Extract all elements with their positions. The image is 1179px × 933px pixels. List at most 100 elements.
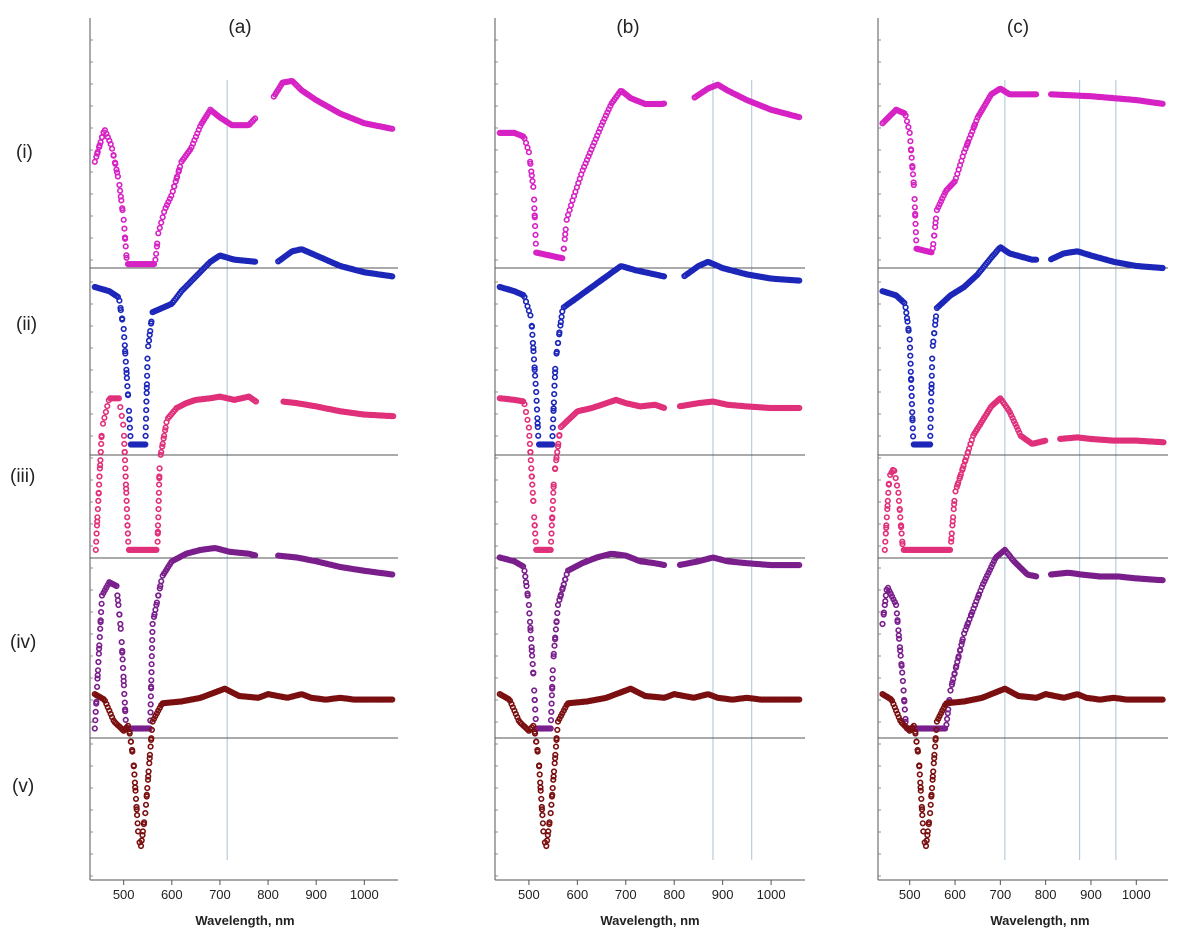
data-point (537, 787, 544, 794)
series-a-i (91, 77, 396, 268)
data-point (549, 514, 556, 521)
data-point (145, 337, 153, 344)
x-tick-label-c-1000: 1000 (1122, 887, 1151, 902)
data-point (148, 661, 155, 668)
data-point (390, 413, 397, 420)
data-point (796, 277, 803, 284)
data-point (552, 626, 560, 633)
data-point (121, 342, 128, 349)
data-point (124, 514, 131, 521)
data-point (895, 627, 902, 634)
data-point (95, 497, 102, 505)
data-point (898, 660, 905, 668)
data-point (559, 584, 566, 592)
data-point (536, 771, 543, 778)
data-point (951, 497, 958, 505)
data-point (126, 730, 133, 737)
series-c-iv (879, 546, 1166, 732)
series-a-v (91, 685, 396, 850)
data-point (907, 376, 915, 384)
data-point (158, 219, 165, 226)
data-point (98, 432, 105, 439)
data-point (539, 820, 547, 827)
data-point (660, 100, 668, 107)
data-point (158, 578, 165, 585)
data-point (137, 842, 145, 850)
data-point (918, 795, 925, 803)
x-axis-title-c: Wavelength, nm (990, 913, 1089, 928)
data-point (550, 650, 557, 658)
row-label-iv: (iv) (10, 632, 36, 653)
data-point (550, 405, 557, 412)
data-point (552, 634, 559, 641)
data-point (98, 134, 106, 141)
series-c-v (879, 685, 1166, 850)
data-point (133, 803, 140, 811)
x-tick-label-c-900: 900 (1080, 887, 1102, 902)
data-point (142, 424, 149, 431)
data-point (92, 717, 99, 724)
data-point (967, 131, 975, 138)
data-point (554, 609, 561, 617)
data-point (555, 440, 562, 448)
data-point (910, 179, 917, 186)
data-point (98, 600, 105, 607)
data-point (931, 751, 938, 759)
data-point (914, 746, 921, 754)
data-point (559, 255, 566, 262)
data-point (528, 168, 535, 175)
data-point (550, 653, 557, 660)
data-point (549, 675, 556, 682)
data-point (96, 633, 103, 641)
data-point (531, 696, 538, 704)
data-point (119, 207, 126, 214)
data-point (530, 722, 537, 729)
data-point (926, 441, 934, 448)
x-axis-title-b: Wavelength, nm (600, 913, 699, 928)
data-point (964, 620, 971, 628)
data-point (526, 610, 533, 617)
data-point (927, 415, 934, 422)
data-point (389, 696, 396, 703)
data-point (554, 449, 561, 456)
data-point (959, 638, 966, 645)
data-point (530, 183, 537, 190)
data-point (562, 576, 569, 583)
marker-lines-layer (226, 80, 1117, 860)
data-point (522, 408, 530, 416)
data-point (95, 489, 102, 496)
x-tick-label-b-700: 700 (615, 887, 637, 902)
data-point (118, 197, 125, 204)
data-point (115, 601, 122, 609)
data-point (535, 763, 543, 770)
data-point (524, 592, 531, 599)
data-point (891, 467, 898, 474)
data-point (892, 475, 899, 482)
series-a-ii (91, 246, 396, 448)
data-point (113, 582, 120, 590)
data-point (928, 389, 935, 397)
data-point (930, 760, 937, 767)
data-point (567, 202, 575, 209)
data-point (533, 388, 540, 396)
data-point (928, 784, 936, 792)
data-point (906, 344, 914, 351)
data-point (97, 608, 105, 616)
data-point (543, 837, 551, 844)
data-point (899, 538, 906, 545)
data-point (548, 801, 555, 808)
data-point (913, 237, 920, 244)
x-tick-label-c-800: 800 (1035, 887, 1057, 902)
data-point (125, 407, 133, 415)
data-point (909, 171, 917, 178)
data-point (883, 514, 890, 521)
data-point (918, 803, 925, 811)
data-point (526, 158, 534, 165)
data-point (528, 652, 536, 659)
data-point (533, 406, 541, 413)
data-point (561, 236, 568, 243)
data-point (897, 652, 904, 659)
data-point (132, 795, 140, 803)
data-point (527, 635, 535, 642)
data-point (114, 592, 121, 599)
